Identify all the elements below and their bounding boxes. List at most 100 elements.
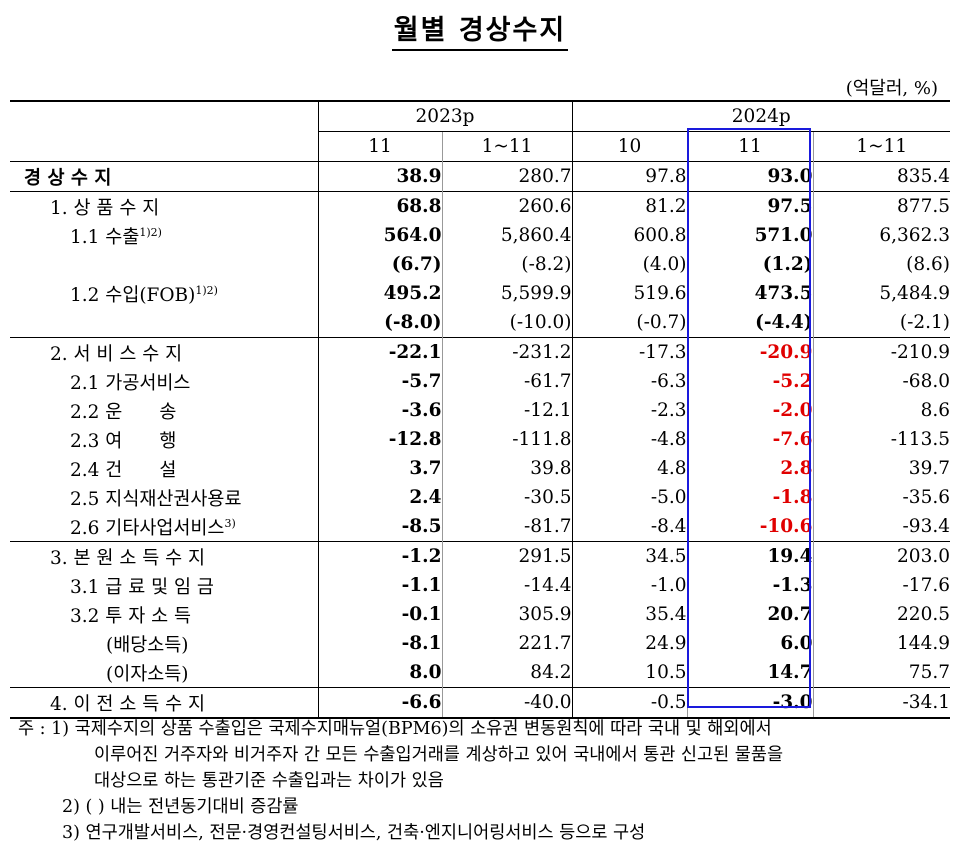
cell-value: 280.7 xyxy=(441,161,572,192)
row-label: 3. 본 원 소 득 수 지 xyxy=(10,541,318,571)
cell-value: 20.7 xyxy=(686,600,813,629)
cell-value: 6.0 xyxy=(686,629,813,658)
table-row: 1.2 수입(FOB)1)2) 495.2 5,599.9 519.6 473.5 5,4… xyxy=(10,279,950,308)
row-label-text: (이자소득) xyxy=(106,663,189,685)
cell-value: 473.5 xyxy=(686,279,813,308)
row-label: 1.1 수출1)2) xyxy=(10,221,318,250)
cell-value: 220.5 xyxy=(812,600,950,629)
row-label: 2.2 운 송 xyxy=(10,396,318,425)
note-1a: 주 : 1) 국제수지의 상품 수출입은 국제수지매뉴얼(BPM6)의 소유권 … xyxy=(18,719,772,739)
cell-value: (-10.0) xyxy=(441,308,572,338)
cell-value: -8.5 xyxy=(317,512,442,542)
table-row: 4. 이 전 소 득 수 지 -6.6 -40.0 -0.5 -3.0 -34.1 xyxy=(10,687,950,719)
cell-value: -30.5 xyxy=(441,483,572,512)
note-2: 2) ( ) 내는 전년동기대비 증감률 xyxy=(62,797,299,817)
cell-value: -0.1 xyxy=(317,600,442,629)
cell-value: -22.1 xyxy=(317,337,442,367)
cell-value: (-8.2) xyxy=(441,250,572,279)
row-label: 2.5 지식재산권사용료 xyxy=(10,483,318,512)
cell-value: (-4.4) xyxy=(686,308,813,338)
table-row: 1. 상 품 수 지 68.8 260.6 81.2 97.5 877.5 xyxy=(10,191,950,221)
row-label: 2.6 기타사업서비스3) xyxy=(10,512,318,542)
cell-value: (6.7) xyxy=(317,250,442,279)
cell-value: 81.2 xyxy=(571,191,687,221)
cell-value: -40.0 xyxy=(441,687,572,719)
cell-value: -113.5 xyxy=(812,425,950,454)
note-1c: 대상으로 하는 통관기준 수출입과는 차이가 있음 xyxy=(94,771,444,791)
cell-value: 39.7 xyxy=(812,454,950,483)
note-1b: 이루어진 거주자와 비거주자 간 모든 수출입거래를 계상하고 있어 국내에서 … xyxy=(94,745,784,765)
footnote-ref: 1)2) xyxy=(195,283,218,297)
cell-value: -4.8 xyxy=(571,425,687,454)
row-label: (배당소득) xyxy=(10,629,318,658)
table-row: 3.2 투 자 소 득 -0.1 305.9 35.4 20.7 220.5 xyxy=(10,600,950,629)
table-row: 2.3 여 행 -12.8 -111.8 -4.8 -7.6 -113.5 xyxy=(10,425,950,454)
row-label-text: (배당소득) xyxy=(106,634,189,656)
row-label xyxy=(10,308,318,338)
cell-value: -3.0 xyxy=(686,687,813,719)
cell-value: -111.8 xyxy=(441,425,572,454)
cell-value: (-2.1) xyxy=(812,308,950,338)
row-label-text: 2.1 가공서비스 xyxy=(70,372,191,394)
note-3: 3) 연구개발서비스, 전문·경영컨설팅서비스, 건축·엔지니어링서비스 등으로… xyxy=(62,823,646,843)
row-label: 4. 이 전 소 득 수 지 xyxy=(10,687,318,719)
cell-value: 8.6 xyxy=(812,396,950,425)
cell-value: 6,362.3 xyxy=(812,221,950,250)
cell-value: 260.6 xyxy=(441,191,572,221)
cell-value: 10.5 xyxy=(571,658,687,688)
row-label: 1. 상 품 수 지 xyxy=(10,191,318,221)
cell-value: -1.0 xyxy=(571,571,687,600)
row-label-text: 1.2 수입(FOB) xyxy=(70,284,196,306)
cell-value: 8.0 xyxy=(317,658,442,688)
row-label: 경 상 수 지 xyxy=(10,161,318,192)
row-label-text: 2. 서 비 스 수 지 xyxy=(50,343,183,365)
table-row: 1.1 수출1)2) 564.0 5,860.4 600.8 571.0 6,362.3 xyxy=(10,221,950,250)
cell-value: -8.1 xyxy=(317,629,442,658)
cell-value: -231.2 xyxy=(441,337,572,367)
cell-value: 97.8 xyxy=(571,161,687,192)
row-label: 2.3 여 행 xyxy=(10,425,318,454)
cell-value: -61.7 xyxy=(441,367,572,396)
row-label-text: 2.3 여 행 xyxy=(70,430,177,452)
cell-value: 4.8 xyxy=(571,454,687,483)
cell-value: 835.4 xyxy=(812,161,950,192)
table-row: 2.1 가공서비스 -5.7 -61.7 -6.3 -5.2 -68.0 xyxy=(10,367,950,396)
cell-value: 519.6 xyxy=(571,279,687,308)
row-label: 1.2 수입(FOB)1)2) xyxy=(10,279,318,308)
cell-value: -6.3 xyxy=(571,367,687,396)
page-title: 월별 경상수지 xyxy=(0,8,960,51)
cell-value: 93.0 xyxy=(686,161,813,192)
table-row: 2. 서 비 스 수 지 -22.1 -231.2 -17.3 -20.9 -210.9 xyxy=(10,337,950,367)
table-row: 3.1 급 료 및 임 금 -1.1 -14.4 -1.0 -1.3 -17.6 xyxy=(10,571,950,600)
cell-value: 97.5 xyxy=(686,191,813,221)
cell-value: -20.9 xyxy=(686,337,813,367)
cell-value: (8.6) xyxy=(812,250,950,279)
cell-value: -81.7 xyxy=(441,512,572,542)
header-blank xyxy=(10,100,318,132)
cell-value: 877.5 xyxy=(812,191,950,221)
cell-value: 305.9 xyxy=(441,600,572,629)
cell-value: 2.8 xyxy=(686,454,813,483)
row-label-text: 2.2 운 송 xyxy=(70,401,177,423)
cell-value: -6.6 xyxy=(317,687,442,719)
cell-value: -7.6 xyxy=(686,425,813,454)
cell-value: -1.8 xyxy=(686,483,813,512)
cell-value: -10.6 xyxy=(686,512,813,542)
table-row: (6.7) (-8.2) (4.0) (1.2) (8.6) xyxy=(10,250,950,279)
header-2024: 2024p xyxy=(571,100,950,132)
cell-value: 19.4 xyxy=(686,541,813,571)
row-label: 3.2 투 자 소 득 xyxy=(10,600,318,629)
row-label-text: 2.6 기타사업서비스 xyxy=(70,517,225,539)
cell-value: 35.4 xyxy=(571,600,687,629)
header-col-2023-1-11: 1~11 xyxy=(441,131,572,162)
cell-value: 5,860.4 xyxy=(441,221,572,250)
cell-value: 34.5 xyxy=(571,541,687,571)
cell-value: 75.7 xyxy=(812,658,950,688)
cell-value: -12.1 xyxy=(441,396,572,425)
cell-value: 2.4 xyxy=(317,483,442,512)
table-row: 2.5 지식재산권사용료 2.4 -30.5 -5.0 -1.8 -35.6 xyxy=(10,483,950,512)
cell-value: 221.7 xyxy=(441,629,572,658)
current-account-table: 2023p 2024p 11 1~11 10 11 1~11 경 상 수 지 38… xyxy=(10,100,950,719)
cell-value: -3.6 xyxy=(317,396,442,425)
footnotes: 주 : 1) 국제수지의 상품 수출입은 국제수지매뉴얼(BPM6)의 소유권 … xyxy=(18,716,948,846)
